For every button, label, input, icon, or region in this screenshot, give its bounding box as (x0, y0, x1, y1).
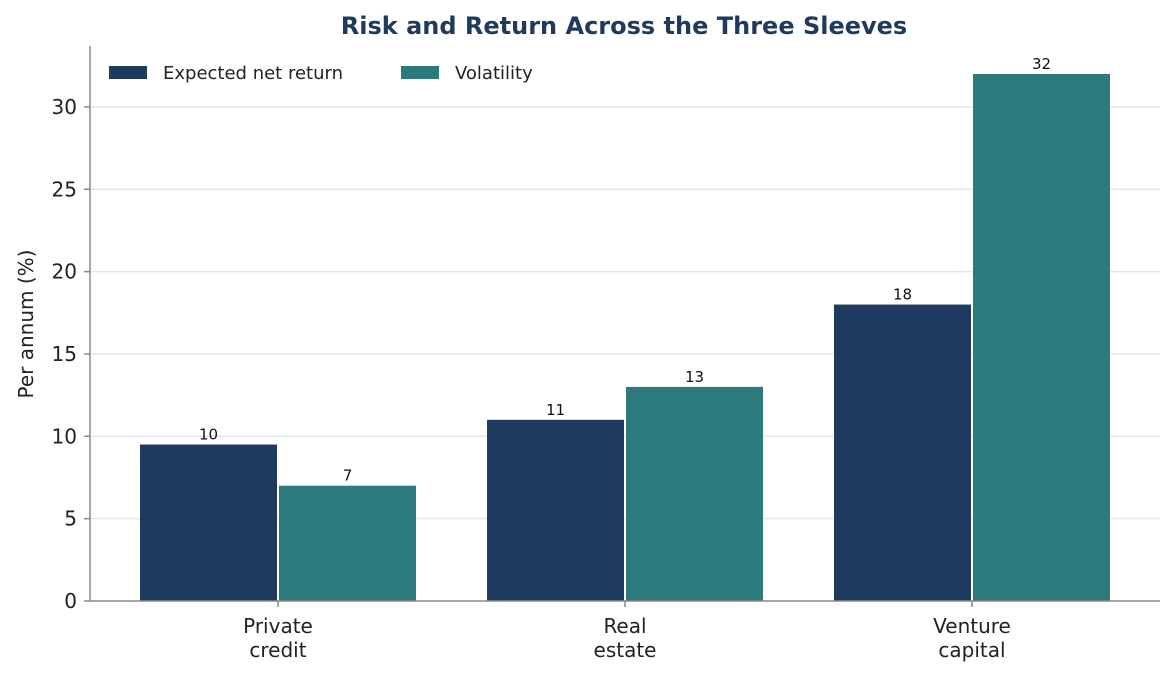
bar (140, 444, 277, 601)
x-tick-label: capital (938, 638, 1005, 662)
data-label: 10 (199, 426, 218, 444)
bar (973, 73, 1110, 602)
y-tick-label: 30 (52, 95, 77, 119)
legend: Expected net return Volatility (109, 63, 533, 84)
x-tick-label: credit (249, 638, 306, 662)
x-tick-label: estate (594, 638, 657, 662)
bar (626, 386, 763, 601)
y-tick-label: 15 (52, 342, 77, 366)
legend-swatch (109, 66, 147, 79)
legend-label: Expected net return (163, 63, 343, 84)
y-axis-label: Per annum (%) (14, 250, 38, 399)
y-tick-label: 5 (64, 507, 77, 531)
y-tick-label: 0 (64, 589, 77, 613)
bar (279, 485, 416, 601)
y-tick-label: 20 (52, 260, 77, 284)
bars (140, 73, 1110, 602)
data-label: 13 (685, 368, 704, 386)
bar (487, 419, 624, 601)
data-label: 32 (1032, 55, 1051, 73)
bar (834, 304, 971, 601)
legend-swatch (401, 66, 439, 79)
chart-title: Risk and Return Across the Three Sleeves (341, 12, 907, 40)
x-tick-label: Real (603, 614, 646, 638)
data-label: 11 (546, 401, 565, 419)
x-tick-label: Private (243, 614, 313, 638)
y-tick-label: 25 (52, 177, 77, 201)
data-label: 18 (893, 286, 912, 304)
legend-label: Volatility (455, 63, 533, 84)
data-label: 7 (343, 467, 353, 485)
x-tick-label: Venture (933, 614, 1011, 638)
data-labels: 10 7 11 13 18 32 (199, 55, 1051, 485)
y-tick-label: 10 (52, 424, 77, 448)
